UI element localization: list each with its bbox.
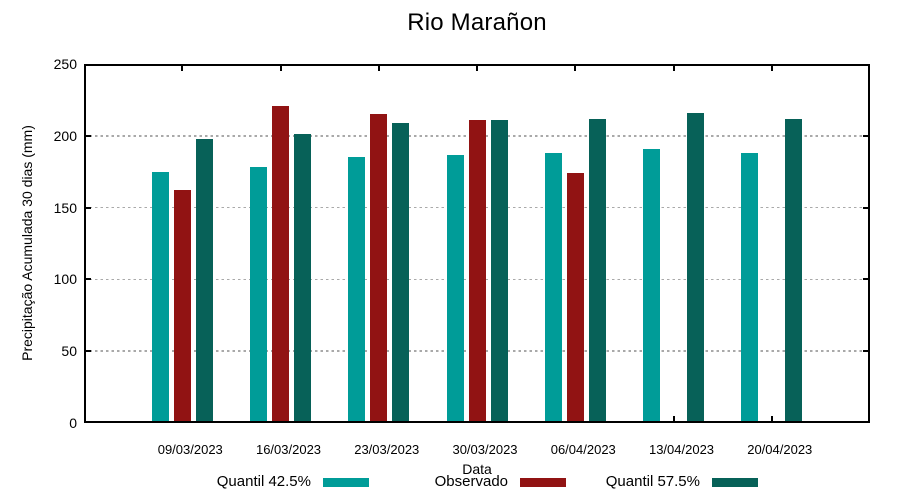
y-tick-label: 100	[53, 271, 77, 288]
bar-quantil-57-5	[588, 118, 606, 423]
bar-observado	[173, 190, 191, 423]
legend-swatch-observado	[520, 477, 566, 487]
chart-title: Rio Marañon	[407, 9, 547, 36]
x-tick-mark	[770, 416, 773, 423]
x-tick-mark	[770, 64, 773, 71]
bar-observado	[272, 105, 289, 423]
bar-quantil-57-5	[785, 118, 803, 423]
bar-observado	[468, 120, 486, 423]
x-tick-label: 23/03/2023	[354, 442, 420, 457]
y-axis-label: Precipitação Acumulada 30 dias (mm)	[19, 125, 35, 361]
plot-area	[84, 64, 870, 423]
x-tick-label: 13/04/2023	[648, 442, 715, 457]
bar-quantil-42-5	[741, 153, 759, 423]
x-tick-mark	[574, 64, 577, 71]
x-tick-label: 20/04/2023	[747, 442, 813, 457]
bar-quantil-57-5	[195, 138, 213, 423]
bar-quantil-57-5	[687, 112, 704, 423]
bar-quantil-57-5	[490, 120, 508, 423]
y-tick-label: 150	[53, 199, 77, 216]
legend-swatch-quantil-57-5	[712, 477, 758, 487]
bar-quantil-42-5	[151, 171, 169, 423]
legend-swatch-quantil-42-5	[323, 477, 369, 487]
y-tick-mark	[863, 350, 870, 353]
y-tick-mark	[84, 350, 91, 353]
bar-quantil-42-5	[643, 148, 660, 423]
bar-observado	[566, 173, 584, 423]
bar-quantil-57-5	[392, 122, 410, 423]
x-tick-label: 06/04/2023	[550, 442, 616, 457]
x-tick-mark	[476, 64, 478, 71]
x-tick-mark	[279, 64, 282, 71]
bar-quantil-57-5	[294, 134, 311, 423]
y-tick-mark	[84, 278, 91, 281]
bar-quantil-42-5	[250, 167, 267, 423]
x-tick-mark	[377, 64, 380, 71]
x-tick-mark	[672, 416, 675, 423]
y-tick-mark	[863, 206, 870, 209]
bar-quantil-42-5	[544, 153, 562, 423]
y-tick-label: 50	[61, 343, 77, 360]
y-tick-label: 200	[53, 127, 77, 144]
y-tick-mark	[84, 206, 91, 209]
y-tick-mark	[863, 278, 870, 281]
bar-quantil-42-5	[348, 157, 366, 423]
x-tick-mark	[181, 64, 184, 71]
x-tick-label: 16/03/2023	[255, 442, 322, 457]
x-tick-mark	[672, 64, 675, 71]
bar-quantil-42-5	[446, 154, 464, 423]
x-axis-label: Data	[462, 461, 492, 477]
y-tick-label: 250	[53, 56, 77, 72]
y-tick-mark	[84, 134, 91, 137]
y-tick-label: 0	[69, 415, 77, 431]
x-tick-label: 09/03/2023	[157, 442, 223, 457]
y-tick-mark	[863, 134, 870, 137]
bar-observado	[370, 114, 388, 423]
x-tick-label: 30/03/2023	[452, 442, 518, 457]
